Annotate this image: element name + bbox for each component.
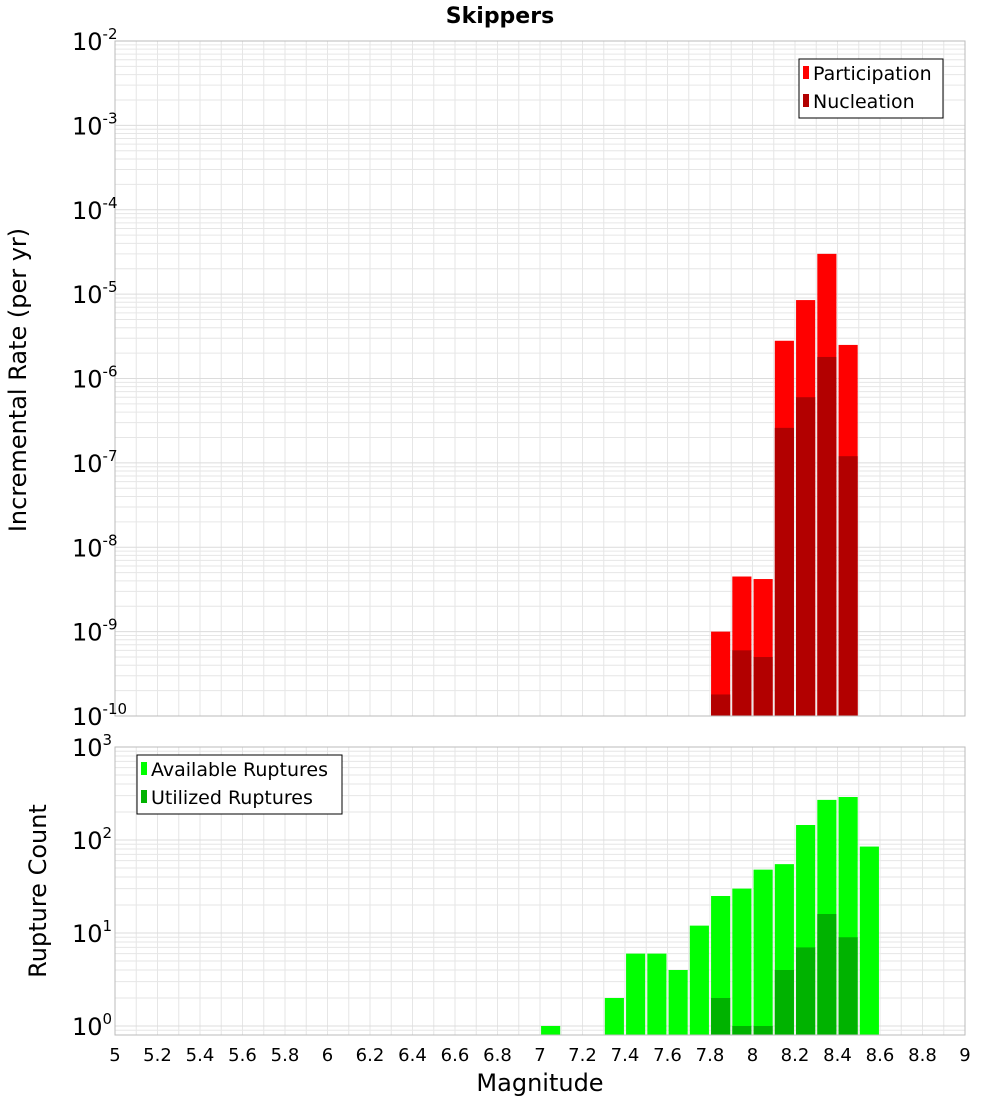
top-y-ticks: 10-10 10-9 10-8 10-7 10-6 10-5 10-4 10-3 10-2: [72, 25, 127, 731]
top-bar-secondary: [774, 427, 794, 716]
bottom-bar-secondary: [774, 969, 794, 1035]
bottom-bar-primary: [668, 969, 688, 1035]
x-tick-label: 8.6: [866, 1045, 895, 1066]
bottom-bar-primary: [626, 953, 646, 1035]
legend-swatch: [803, 94, 809, 107]
y-tick-label: 103: [72, 731, 112, 762]
legend-swatch: [803, 66, 809, 79]
top-bars: [711, 253, 858, 716]
x-tick-label: 7.6: [653, 1045, 682, 1066]
x-tick-label: 8.4: [823, 1045, 852, 1066]
bottom-bar-secondary: [711, 997, 731, 1035]
bottom-bar-primary: [753, 869, 773, 1035]
bottom-bar-primary: [689, 925, 709, 1035]
x-tick-label: 5.4: [186, 1045, 215, 1066]
y-tick-label: 10-4: [72, 194, 118, 225]
y-tick-label: 10-9: [72, 616, 118, 647]
y-tick-label: 10-3: [72, 109, 118, 140]
y-tick-label: 102: [72, 824, 112, 855]
legend-label: Participation: [813, 63, 932, 85]
top-legend: Participation Nucleation: [798, 58, 944, 119]
top-plot-frame: [114, 40, 966, 717]
legend-label: Nucleation: [813, 91, 915, 113]
y-tick-label: 101: [72, 917, 112, 948]
x-tick-label: 8: [747, 1045, 758, 1066]
bottom-bar-secondary: [753, 1025, 773, 1035]
bottom-panel: 100 101 102 103 Rupture Count Available Rup…: [24, 731, 966, 1041]
x-tick-label: 6.6: [441, 1045, 470, 1066]
chart-title: Skippers: [446, 4, 554, 29]
legend-label: Available Ruptures: [151, 759, 328, 781]
top-grid: [114, 40, 966, 717]
bottom-bar-primary: [647, 953, 667, 1035]
x-tick-label: 7.2: [568, 1045, 597, 1066]
x-tick-label: 8.8: [908, 1045, 937, 1066]
y-tick-label: 10-5: [72, 278, 118, 309]
y-tick-label: 10-2: [72, 25, 118, 56]
bottom-y-ticks: 100 101 102 103: [72, 731, 112, 1041]
y-tick-label: 10-7: [72, 447, 118, 478]
x-axis-label: Magnitude: [476, 1069, 603, 1097]
bottom-bar-primary: [541, 1025, 561, 1035]
top-bar-secondary: [753, 657, 773, 716]
legend-box: [136, 754, 343, 815]
bottom-y-axis-label: Rupture Count: [24, 804, 52, 978]
top-bar-secondary: [711, 694, 731, 716]
top-y-axis-label: Incremental Rate (per yr): [4, 228, 32, 532]
x-tick-label: 7.8: [696, 1045, 725, 1066]
x-tick-label: 9: [959, 1045, 970, 1066]
bottom-bar-secondary: [838, 937, 858, 1035]
y-tick-label: 10-6: [72, 363, 118, 394]
bottom-bar-secondary: [732, 1025, 752, 1035]
legend-box: [798, 58, 944, 119]
legend-label: Utilized Ruptures: [151, 787, 313, 809]
bottom-bars: [541, 796, 879, 1035]
top-bar-secondary: [838, 456, 858, 716]
top-panel: 10-10 10-9 10-8 10-7 10-6 10-5 10-4 10-3 10-2 In…: [4, 25, 966, 731]
x-tick-label: 5.6: [228, 1045, 257, 1066]
x-tick-label: 7.4: [611, 1045, 640, 1066]
x-tick-label: 6.8: [483, 1045, 512, 1066]
x-tick-label: 5.8: [271, 1045, 300, 1066]
bottom-bar-secondary: [796, 947, 816, 1035]
bottom-bar-primary: [604, 997, 624, 1035]
bottom-plot-frame: [114, 746, 966, 1036]
bottom-legend: Available Ruptures Utilized Ruptures: [136, 754, 343, 815]
x-tick-label: 8.2: [781, 1045, 810, 1066]
x-tick-label: 5: [109, 1045, 120, 1066]
x-tick-label: 6: [322, 1045, 333, 1066]
y-tick-label: 100: [72, 1010, 112, 1041]
top-bar-secondary: [796, 397, 816, 716]
legend-swatch: [141, 790, 147, 803]
legend-swatch: [141, 762, 147, 775]
y-tick-label: 10-10: [72, 700, 127, 731]
x-tick-label: 5.2: [143, 1045, 172, 1066]
bottom-bar-primary: [732, 888, 752, 1035]
x-tick-label: 6.2: [356, 1045, 385, 1066]
y-tick-label: 10-8: [72, 531, 118, 562]
bottom-bar-primary: [859, 846, 879, 1035]
top-bar-secondary: [732, 650, 752, 716]
x-tick-label: 7: [534, 1045, 545, 1066]
bottom-bar-secondary: [817, 914, 837, 1035]
x-tick-labels: 5 5.2 5.4 5.6 5.8 6 6.2 6.4 6.6 6.8 7 7.2 7.4 7.6 7.8 8…: [109, 1045, 970, 1066]
x-tick-label: 6.4: [398, 1045, 427, 1066]
top-bar-secondary: [817, 356, 837, 716]
